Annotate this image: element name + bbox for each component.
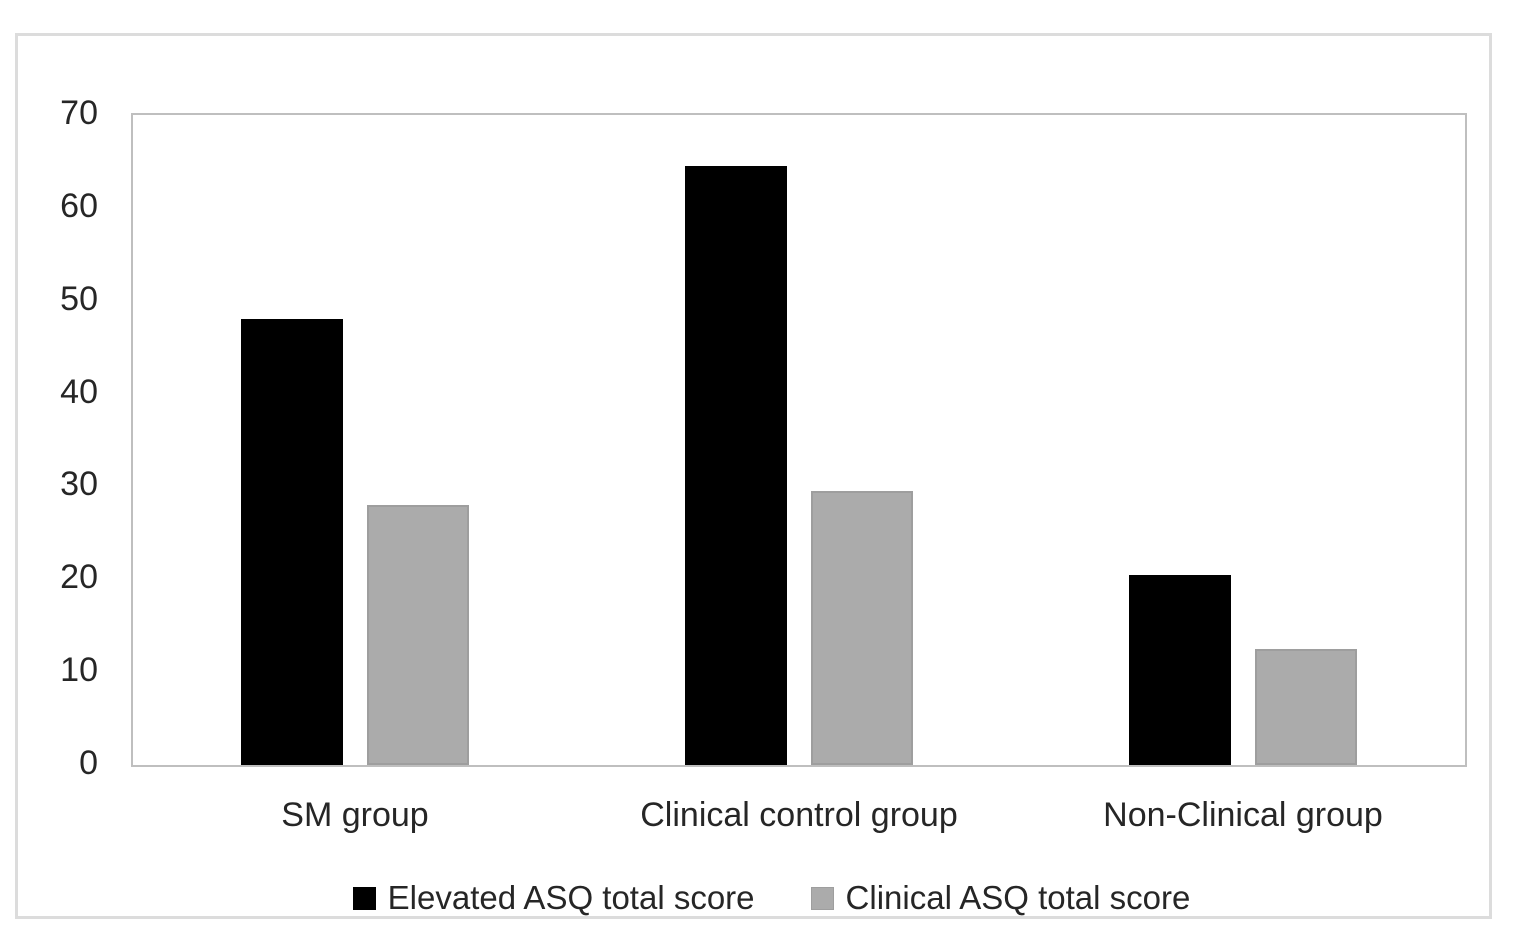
y-tick-label: 70 <box>60 94 98 132</box>
plot-area <box>131 113 1467 767</box>
bar-elevated-1 <box>241 319 343 765</box>
bar-clinical-1 <box>367 505 469 765</box>
y-tick-label: 40 <box>60 372 98 411</box>
chart-outer-box: 0 10 20 30 40 50 60 70 SM group Clinical control… <box>15 33 1492 919</box>
category-label: Clinical control group <box>640 796 958 834</box>
y-tick-label: 10 <box>60 651 98 690</box>
bar-elevated-3 <box>1129 574 1231 765</box>
bar-clinical-3 <box>1255 648 1357 765</box>
legend-label: Clinical ASQ total score <box>845 879 1191 916</box>
y-tick-label: 20 <box>60 558 98 597</box>
bar-clinical-2 <box>811 491 913 765</box>
y-tick-label: 60 <box>60 186 98 225</box>
y-tick-label: 0 <box>79 744 98 782</box>
x-axis-category-labels: SM group Clinical control group Non-Clinic… <box>133 794 1465 838</box>
y-tick-label: 30 <box>60 465 98 504</box>
y-tick-label: 50 <box>60 279 98 318</box>
category-label: SM group <box>281 796 429 834</box>
legend-item: Clinical ASQ total score <box>810 878 1191 918</box>
legend-swatch-icon <box>352 886 376 910</box>
legend-label: Elevated ASQ total score <box>387 879 755 916</box>
legend-item: Elevated ASQ total score <box>352 878 755 918</box>
bar-elevated-2 <box>685 166 787 765</box>
legend-swatch-icon <box>810 886 834 910</box>
category-label: Non-Clinical group <box>1103 796 1383 834</box>
legend: Elevated ASQ total score Clinical ASQ tot… <box>33 878 1510 918</box>
y-axis: 0 10 20 30 40 50 60 70 <box>18 94 100 782</box>
